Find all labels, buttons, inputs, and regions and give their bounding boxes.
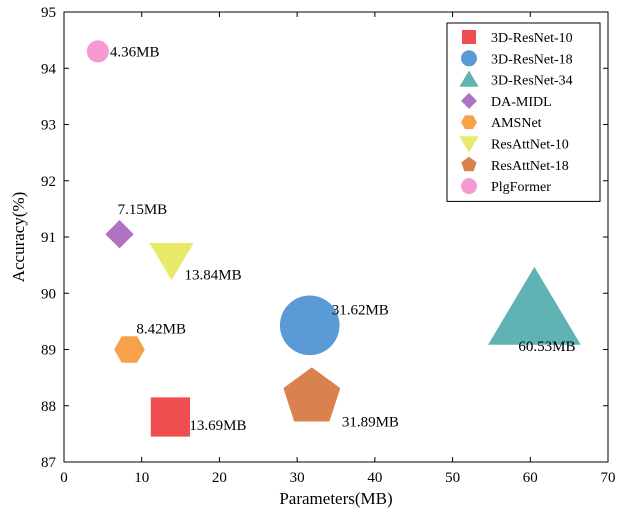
legend-box — [446, 22, 601, 202]
y-tick-label: 91 — [41, 230, 56, 246]
data-point-resattnet-18 — [283, 367, 341, 422]
x-tick-label: 70 — [601, 470, 616, 486]
y-tick-label: 92 — [41, 174, 56, 190]
legend-label: ResAttNet-10 — [491, 138, 569, 153]
data-label: 8.42MB — [136, 322, 186, 338]
y-axis-title: Accuracy(%) — [9, 192, 28, 283]
y-tick-label: 89 — [41, 343, 56, 359]
legend-swatch — [461, 115, 477, 130]
x-axis-title: Parameters(MB) — [279, 489, 392, 508]
legend-swatch — [461, 156, 477, 172]
legend-swatch — [461, 92, 477, 109]
x-tick-label: 60 — [523, 470, 538, 486]
data-label: 31.89MB — [342, 414, 399, 430]
x-tick-label: 0 — [60, 470, 68, 486]
x-tick-label: 50 — [445, 470, 460, 486]
legend-label: 3D-ResNet-18 — [491, 52, 573, 67]
y-tick-label: 94 — [41, 61, 57, 77]
data-point-3d-resnet-10 — [150, 397, 191, 437]
data-point-resattnet-10 — [149, 242, 194, 281]
x-tick-label: 20 — [212, 470, 227, 486]
legend-swatch — [462, 30, 476, 44]
data-point-da-midl — [105, 220, 134, 249]
data-label: 7.15MB — [118, 202, 168, 218]
data-label: 60.53MB — [518, 339, 575, 355]
legend-swatch — [461, 178, 477, 195]
data-label: 31.62MB — [332, 302, 389, 318]
y-tick-label: 95 — [41, 5, 56, 21]
legend-swatch — [461, 50, 477, 67]
legend-label: 3D-ResNet-10 — [491, 31, 573, 46]
legend-label: 3D-ResNet-34 — [491, 74, 573, 89]
legend-swatch — [459, 70, 479, 87]
legend-swatch — [459, 136, 479, 153]
data-point-3d-resnet-34 — [488, 266, 581, 345]
x-tick-label: 40 — [367, 470, 382, 486]
x-tick-label: 10 — [134, 470, 149, 486]
legend-label: PlgFormer — [491, 180, 551, 195]
data-label: 13.69MB — [189, 418, 246, 434]
legend-label: DA-MIDL — [491, 95, 552, 110]
data-point-amsnet — [114, 336, 145, 363]
y-tick-label: 90 — [41, 286, 56, 302]
y-tick-label: 93 — [41, 118, 56, 134]
data-point-plgformer — [86, 40, 109, 63]
y-tick-label: 87 — [41, 455, 57, 471]
y-tick-label: 88 — [41, 399, 56, 415]
data-point-3d-resnet-18 — [279, 295, 340, 356]
data-label: 13.84MB — [185, 268, 242, 284]
legend-label: ResAttNet-18 — [491, 159, 569, 174]
data-label: 4.36MB — [110, 44, 160, 60]
legend-label: AMSNet — [491, 116, 542, 131]
x-tick-label: 30 — [290, 470, 305, 486]
